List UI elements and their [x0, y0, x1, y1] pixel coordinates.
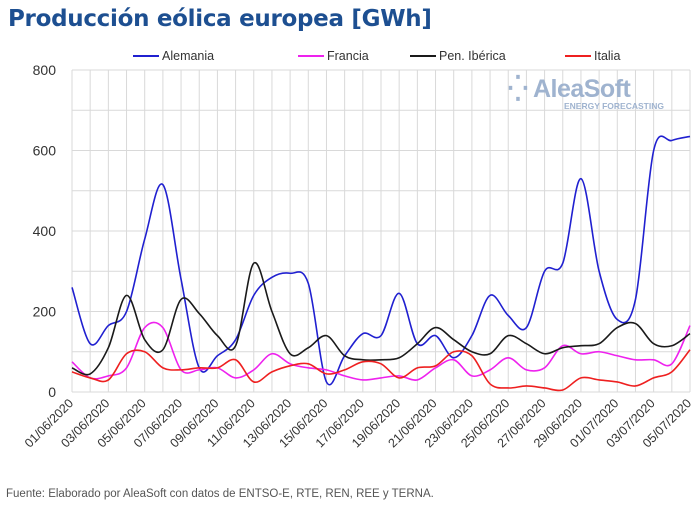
legend-item: Francia	[298, 49, 369, 63]
aleasoft-logo: ⁛ AleaSoft ENERGY FORECASTING	[508, 75, 664, 111]
series-line-alemania	[71, 135, 691, 386]
y-tick-label: 0	[48, 384, 56, 400]
series-line-francia	[71, 321, 691, 381]
legend-swatch	[565, 55, 591, 57]
y-tick-label: 400	[33, 223, 57, 239]
y-tick-label: 600	[33, 143, 57, 159]
legend-item: Italia	[565, 49, 620, 63]
legend-label: Italia	[594, 49, 621, 63]
legend-swatch	[298, 55, 324, 57]
legend-swatch	[410, 55, 436, 57]
series-line-italia	[71, 349, 691, 392]
y-tick-label: 800	[33, 62, 57, 78]
legend-swatch	[133, 55, 159, 57]
chart-title: Producción eólica europea [GWh]	[8, 6, 432, 32]
y-tick-label: 200	[33, 304, 57, 320]
legend: Alemania Francia Pen. Ibérica Italia	[0, 49, 699, 65]
series-line-pen-ib-rica	[71, 262, 691, 376]
legend-label: Pen. Ibérica	[439, 49, 506, 63]
legend-item: Alemania	[133, 49, 214, 63]
legend-label: Francia	[327, 49, 369, 63]
legend-label: Alemania	[162, 49, 215, 63]
source-footer: Fuente: Elaborado por AleaSoft con datos…	[6, 488, 434, 500]
legend-item: Pen. Ibérica	[410, 49, 506, 63]
